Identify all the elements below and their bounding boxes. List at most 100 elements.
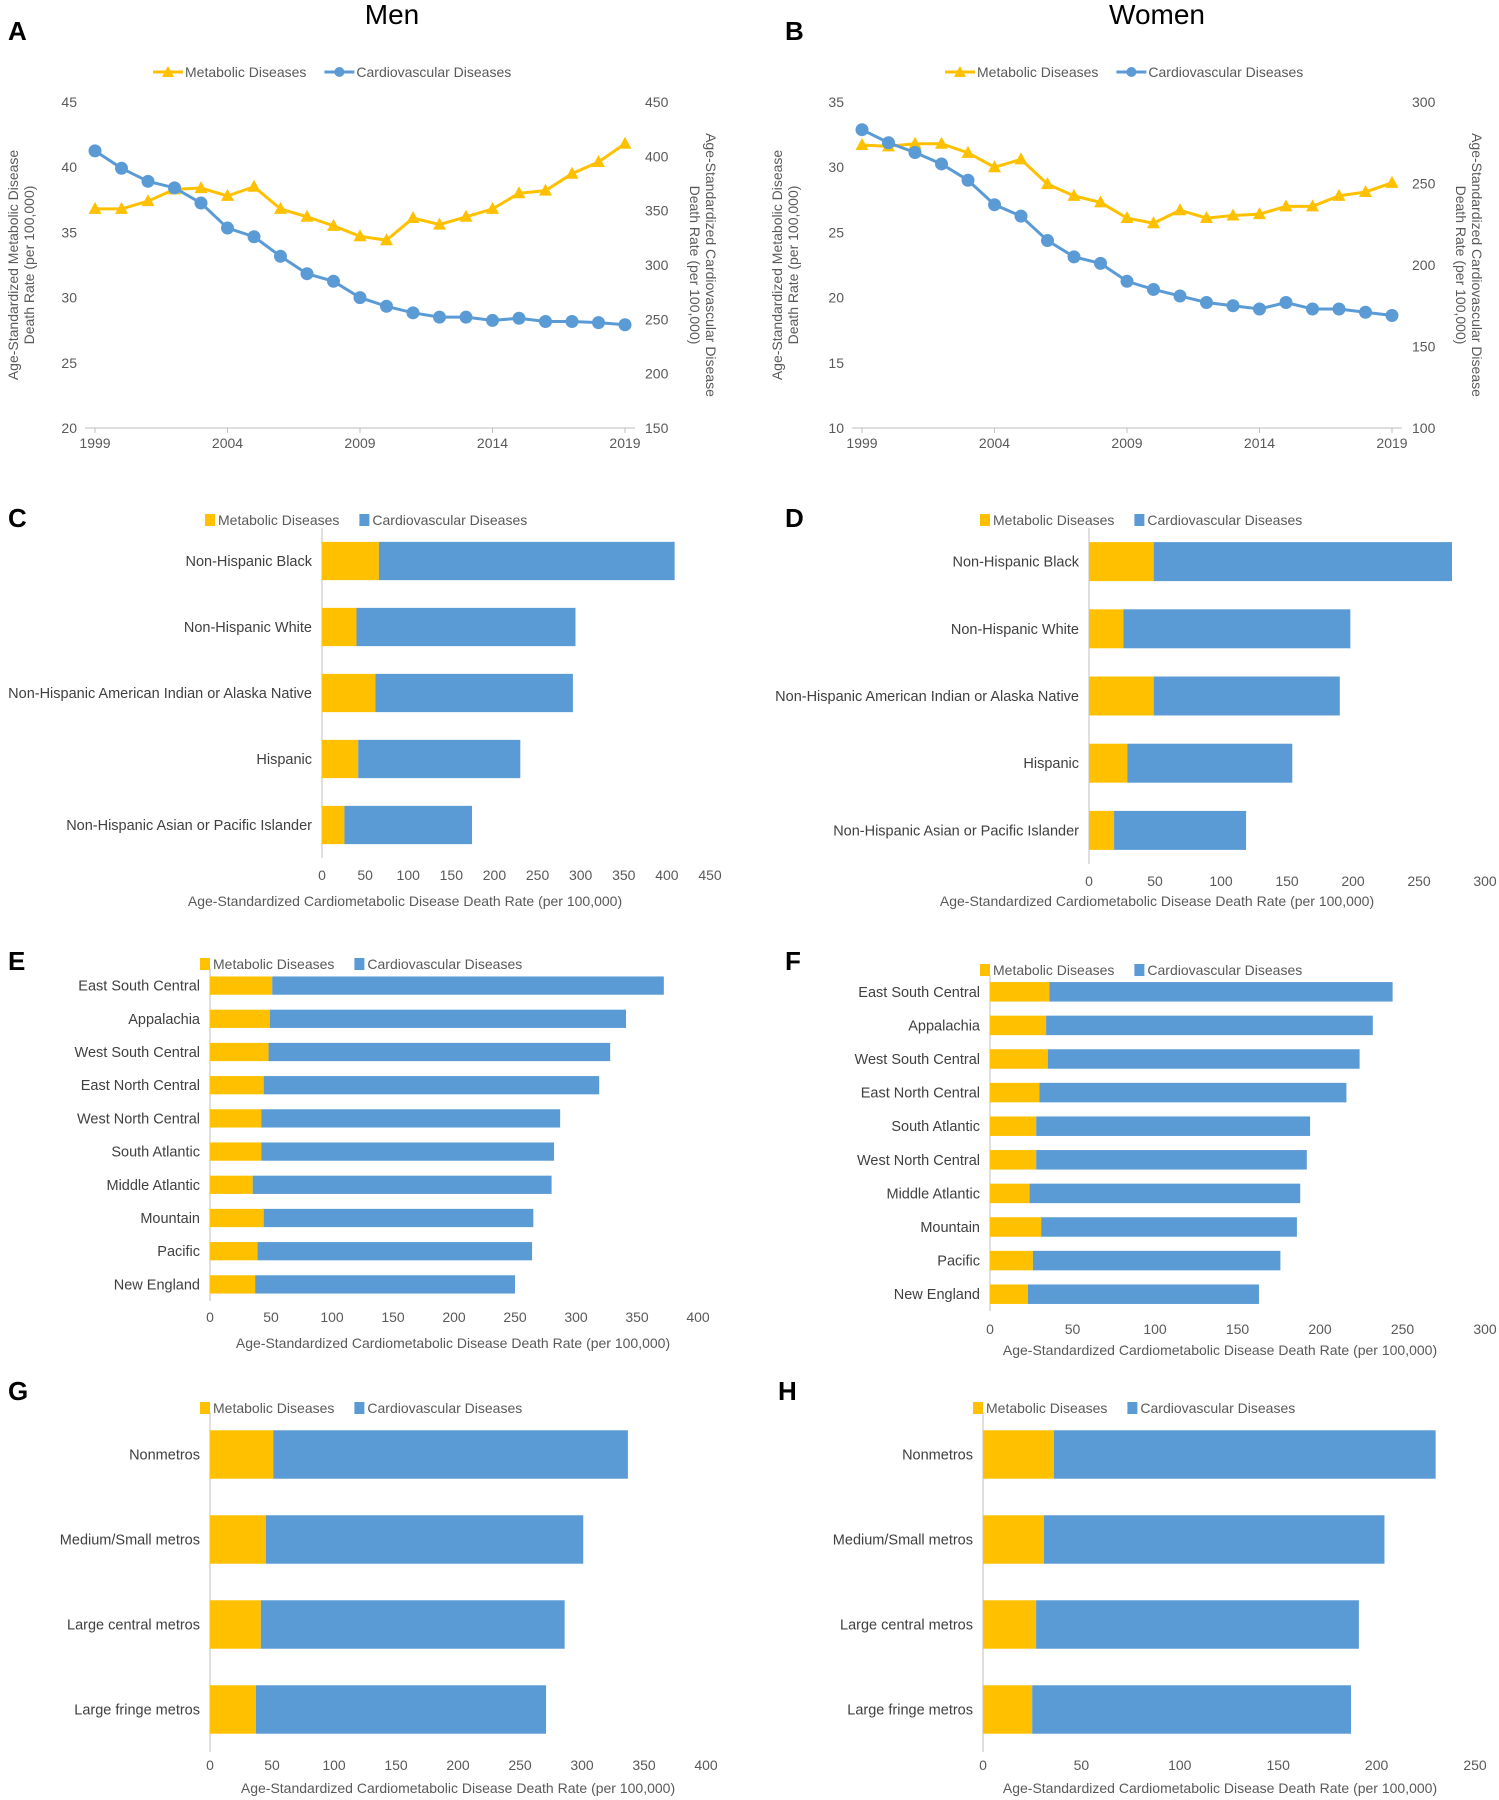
panel-e: E Metabolic Diseases Cardiovascular Diseas… (8, 946, 710, 1351)
panel-a-point-metabolic (618, 136, 632, 149)
panel-a-point-cardiovascular (380, 299, 393, 313)
panel-a-point-cardiovascular (141, 174, 155, 188)
panel-d-legend-label-1: Cardiovascular Diseases (1147, 512, 1302, 528)
panel-b-point-metabolic (1226, 208, 1240, 221)
panel-a-point-metabolic (565, 166, 579, 179)
panel-h-xlabel: Age-Standardized Cardiometabolic Disease… (1003, 1780, 1437, 1796)
panel-b-ylabel-right-line: Death Rate (per 100,000) (1453, 186, 1469, 345)
panel-b-point-metabolic (1253, 207, 1266, 220)
panel-a-point-metabolic (486, 201, 499, 214)
panel-a-point-cardiovascular (512, 311, 526, 325)
panel-d-bar-metabolic (1089, 609, 1124, 649)
panel-h-bar-metabolic (983, 1430, 1054, 1479)
panel-a-yleft-tick-label: 25 (61, 355, 77, 371)
panel-f-bar-cardiovascular (1041, 1217, 1297, 1237)
panel-c-category-label: Non-Hispanic Asian or Pacific Islander (66, 818, 312, 834)
panel-b-point-cardiovascular (1279, 295, 1293, 309)
panel-b-x-tick-label: 2004 (979, 435, 1010, 451)
panel-h-x-tick-label: 0 (979, 1757, 987, 1773)
panel-e-bar-metabolic (210, 1109, 262, 1128)
panel-d-letter: D (785, 503, 804, 533)
panel-c-bar-metabolic (322, 805, 345, 845)
panel-a-point-cardiovascular (618, 318, 632, 332)
panel-e-letter: E (8, 946, 25, 976)
panel-e-bar-cardiovascular (268, 1042, 611, 1062)
panel-g: G Metabolic Diseases Cardiovascular Diseas… (8, 1376, 718, 1796)
panel-e-x-tick-label: 400 (686, 1309, 710, 1325)
panel-h-bar-cardiovascular (1036, 1600, 1359, 1649)
panel-c-category-label: Non-Hispanic Black (185, 554, 312, 570)
panel-a-point-metabolic (353, 229, 367, 242)
panel-g-bar-cardiovascular (260, 1600, 565, 1649)
panel-f-bar-cardiovascular (1039, 1082, 1347, 1103)
panel-b-point-cardiovascular (1332, 302, 1346, 316)
panel-f-bar-cardiovascular (1036, 1150, 1307, 1170)
panel-d-bar-metabolic (1089, 542, 1154, 582)
panel-b-point-metabolic (1279, 199, 1293, 212)
panel-b-yleft-tick-label: 15 (828, 355, 844, 371)
panel-h-legend-label-1: Cardiovascular Diseases (1140, 1400, 1295, 1416)
panel-h-x-tick-label: 50 (1074, 1757, 1090, 1773)
panel-b-point-metabolic (1014, 152, 1028, 165)
panel-g-x-tick-label: 100 (322, 1757, 346, 1773)
panel-e-bar-cardiovascular (263, 1076, 600, 1095)
panel-a-ylabel-right: Age-Standardized Cardiovascular DiseaseD… (687, 133, 719, 397)
panel-b-point-metabolic (1359, 184, 1372, 197)
panel-g-bar-metabolic (210, 1430, 274, 1479)
panel-b-point-metabolic (1067, 188, 1081, 201)
panel-d-bar-cardiovascular (1153, 542, 1452, 582)
panel-c-legend-label-1: Cardiovascular Diseases (372, 512, 527, 528)
panel-f-bar-metabolic (990, 1250, 1033, 1271)
panel-d-bar-cardiovascular (1114, 810, 1247, 850)
panel-f-bar-cardiovascular (1049, 982, 1393, 1002)
panel-g-legend-label-1: Cardiovascular Diseases (367, 1400, 522, 1416)
panel-b-yleft-tick-label: 20 (828, 290, 844, 306)
panel-b-yleft-tick-label: 10 (828, 420, 844, 436)
panel-a-yright-tick-label: 150 (645, 420, 669, 436)
panel-g-bar-cardiovascular (273, 1430, 628, 1479)
panel-b-point-metabolic (908, 136, 922, 149)
panel-c-x-tick-label: 300 (569, 867, 593, 883)
panel-g-legend-label-0: Metabolic Diseases (213, 1400, 334, 1416)
panel-h-letter: H (778, 1376, 797, 1406)
panel-e-bar-cardiovascular (263, 1208, 534, 1228)
panel-a-x-tick-label: 2009 (344, 435, 375, 451)
panel-e-x-tick-label: 350 (625, 1309, 649, 1325)
panel-f-category-label: Mountain (920, 1220, 980, 1236)
panel-f-x-tick-label: 250 (1391, 1321, 1415, 1337)
panel-e-legend-swatch-1 (354, 958, 365, 970)
title-men: Men (365, 0, 419, 30)
panel-f-bar-cardiovascular (1027, 1284, 1259, 1304)
panel-f-legend-swatch-0 (980, 964, 990, 976)
panel-a-point-metabolic (380, 233, 393, 246)
panel-b-point-metabolic (1173, 203, 1187, 216)
panel-b-ylabel-right-line: Age-Standardized Cardiovascular Disease (1469, 133, 1485, 397)
panel-e-bar-metabolic (210, 1042, 269, 1062)
panel-f-x-tick-label: 150 (1226, 1321, 1250, 1337)
panel-a-point-cardiovascular (194, 196, 208, 210)
panel-a-x-tick-label: 2014 (477, 435, 508, 451)
panel-e-bar-cardiovascular (261, 1142, 555, 1161)
panel-h-bar-metabolic (983, 1685, 1033, 1734)
panel-g-category-label: Medium/Small metros (60, 1533, 200, 1549)
panel-b-yleft-tick-label: 25 (828, 224, 844, 240)
panel-a-point-cardiovascular (406, 306, 420, 320)
panel-b-point-cardiovascular (1120, 274, 1134, 288)
panel-a-yright-tick-label: 250 (645, 311, 669, 327)
panel-c-legend-swatch-0 (205, 514, 215, 526)
panel-c-x-tick-label: 100 (397, 867, 421, 883)
panel-a-ylabel-right-line: Age-Standardized Cardiovascular Disease (703, 133, 719, 397)
panel-a-point-cardiovascular (115, 161, 128, 175)
panel-f-category-label: East South Central (858, 985, 980, 1001)
panel-e-legend-label-0: Metabolic Diseases (213, 956, 334, 972)
panel-b: B Metabolic Diseases Cardiovascular Diseas… (769, 16, 1485, 451)
panel-f-bar-cardiovascular (1032, 1250, 1281, 1271)
panel-h-bar-metabolic (983, 1515, 1045, 1564)
panel-b-point-cardiovascular (988, 198, 1001, 212)
panel-d-bar-metabolic (1089, 810, 1115, 850)
panel-b-point-metabolic (855, 138, 869, 151)
panel-a-point-cardiovascular (327, 274, 340, 288)
panel-f-legend-label-0: Metabolic Diseases (993, 962, 1114, 978)
panel-d-x-tick-label: 50 (1147, 873, 1163, 889)
panel-e-bar-metabolic (210, 1175, 253, 1194)
